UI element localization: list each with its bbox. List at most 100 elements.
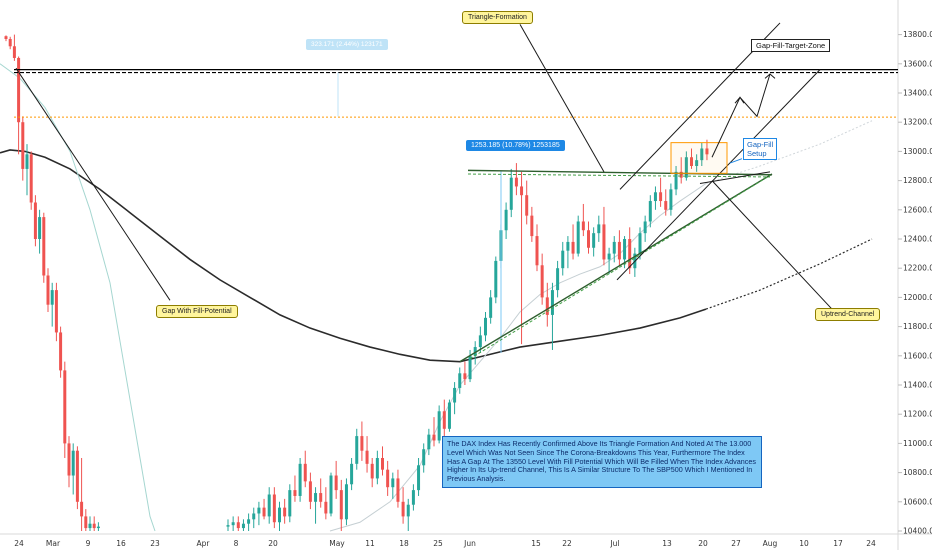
- candle-body: [561, 250, 565, 269]
- candle-body: [463, 373, 467, 380]
- candle-body: [700, 148, 704, 161]
- triangle-callout-leader: [519, 24, 605, 173]
- candle-body: [628, 239, 632, 269]
- gap-measure-label[interactable]: 323.171 (2.44%) 123171: [306, 39, 388, 50]
- candle-body: [643, 221, 647, 234]
- triangle-support-line: [459, 173, 773, 363]
- candle-body: [458, 373, 462, 388]
- candle-body: [314, 493, 318, 502]
- x-tick-label: 10: [799, 539, 809, 548]
- rally-measure-label[interactable]: 1253.185 (10.78%) 1253185: [466, 140, 565, 151]
- candle-body: [29, 154, 33, 203]
- x-tick-label: 17: [833, 539, 843, 548]
- candle-body: [288, 490, 292, 517]
- candle-body: [545, 297, 549, 315]
- analysis-text-box[interactable]: The DAX Index Has Recently Confirmed Abo…: [442, 436, 762, 488]
- candle-body: [257, 507, 261, 514]
- candle-body: [84, 516, 88, 529]
- setup-pointer: [729, 158, 743, 164]
- y-tick-label: 10400.00: [903, 527, 932, 536]
- candle-body: [530, 215, 534, 237]
- x-tick-label: 16: [116, 539, 126, 548]
- candle-body: [360, 436, 364, 451]
- gap-fill-target-zone-label[interactable]: Gap-Fill-Target-Zone: [751, 39, 831, 52]
- candle-body: [350, 463, 354, 485]
- candle-body: [298, 463, 302, 496]
- y-tick-label: 12000.00: [903, 293, 932, 302]
- candle-body: [525, 195, 529, 216]
- candle-body: [293, 490, 297, 496]
- x-tick-label: 18: [399, 539, 409, 548]
- candle-body: [272, 494, 276, 523]
- x-tick-label: 27: [731, 539, 741, 548]
- candle-body: [252, 513, 256, 520]
- candle-body: [355, 436, 359, 464]
- y-tick-label: 11800.00: [903, 322, 932, 331]
- candle-body: [25, 154, 29, 169]
- gap-fill-setup-box: [670, 142, 728, 174]
- x-tick-label: 24: [14, 539, 24, 548]
- candle-body: [473, 347, 477, 356]
- candle-body: [695, 160, 699, 166]
- x-tick-label: 15: [531, 539, 541, 548]
- moving-average-long-projection: [705, 238, 873, 310]
- candle-body: [63, 370, 67, 444]
- x-tick-label: 20: [268, 539, 278, 548]
- y-tick-label: 13600.00: [903, 59, 932, 68]
- gap-fill-setup-label[interactable]: Gap-Fill Setup: [743, 138, 778, 160]
- candle-body: [54, 290, 58, 333]
- candle-body: [592, 233, 596, 248]
- candle-body: [607, 253, 611, 260]
- x-tick-label: 22: [562, 539, 572, 548]
- candle-body: [46, 275, 50, 305]
- candle-body: [267, 494, 271, 517]
- x-axis: 24 Mar 9 16 23 Apr 8 20 May 11 18 25 Jun 15 22 Jul 13 20 2…: [14, 539, 876, 548]
- candle-body: [38, 217, 42, 239]
- candle-body: [406, 504, 410, 517]
- candle-body: [489, 297, 493, 318]
- candle-body: [648, 201, 652, 222]
- x-tick-label: 25: [433, 539, 443, 548]
- candle-body: [365, 450, 369, 464]
- candle-body: [432, 434, 436, 441]
- candle-body: [370, 463, 374, 479]
- candle-body: [231, 522, 235, 526]
- candle-body: [612, 241, 616, 254]
- candle-body: [278, 507, 281, 523]
- uptrend-callout-leader: [711, 180, 837, 314]
- candle-body: [308, 481, 312, 502]
- triangle-formation-callout[interactable]: Triangle-Formation: [462, 11, 533, 24]
- gap-fill-potential-callout[interactable]: Gap With Fill-Potential: [156, 305, 238, 318]
- candle-body: [262, 507, 266, 517]
- uptrend-channel-callout[interactable]: Uptrend-Channel: [815, 308, 881, 321]
- x-tick-label: 23: [150, 539, 160, 548]
- gap-fill-setup-line1: Gap-Fill: [747, 140, 774, 149]
- gap-callout-leader: [15, 67, 171, 301]
- candle-body: [602, 224, 606, 260]
- y-tick-label: 10600.00: [903, 497, 932, 506]
- candle-body: [540, 265, 544, 298]
- candle-body: [623, 239, 627, 260]
- candle-body: [334, 475, 338, 491]
- moving-average-mid-line: [329, 183, 707, 532]
- candle-body: [226, 525, 230, 527]
- candle-body: [566, 241, 570, 251]
- projection-path: [711, 73, 771, 158]
- candle-body: [535, 236, 539, 266]
- y-axis: 10400.00 10600.00 10800.00 11000.00 11200.00…: [898, 30, 932, 536]
- candle-body: [375, 458, 379, 479]
- candle-body: [401, 501, 405, 517]
- x-tick-label: 24: [866, 539, 876, 548]
- candle-body: [576, 221, 580, 254]
- candle-body: [571, 241, 575, 254]
- triangle-resistance-line: [467, 169, 773, 176]
- y-tick-label: 13200.00: [903, 118, 932, 127]
- candle-body: [75, 450, 79, 502]
- candle-body: [520, 186, 524, 196]
- candle-body: [690, 157, 693, 166]
- y-tick-label: 11600.00: [903, 351, 932, 360]
- uptrend-channel-lower: [616, 69, 821, 281]
- candle-body: [484, 317, 487, 336]
- candle-body: [12, 46, 16, 58]
- candle-body: [638, 233, 642, 254]
